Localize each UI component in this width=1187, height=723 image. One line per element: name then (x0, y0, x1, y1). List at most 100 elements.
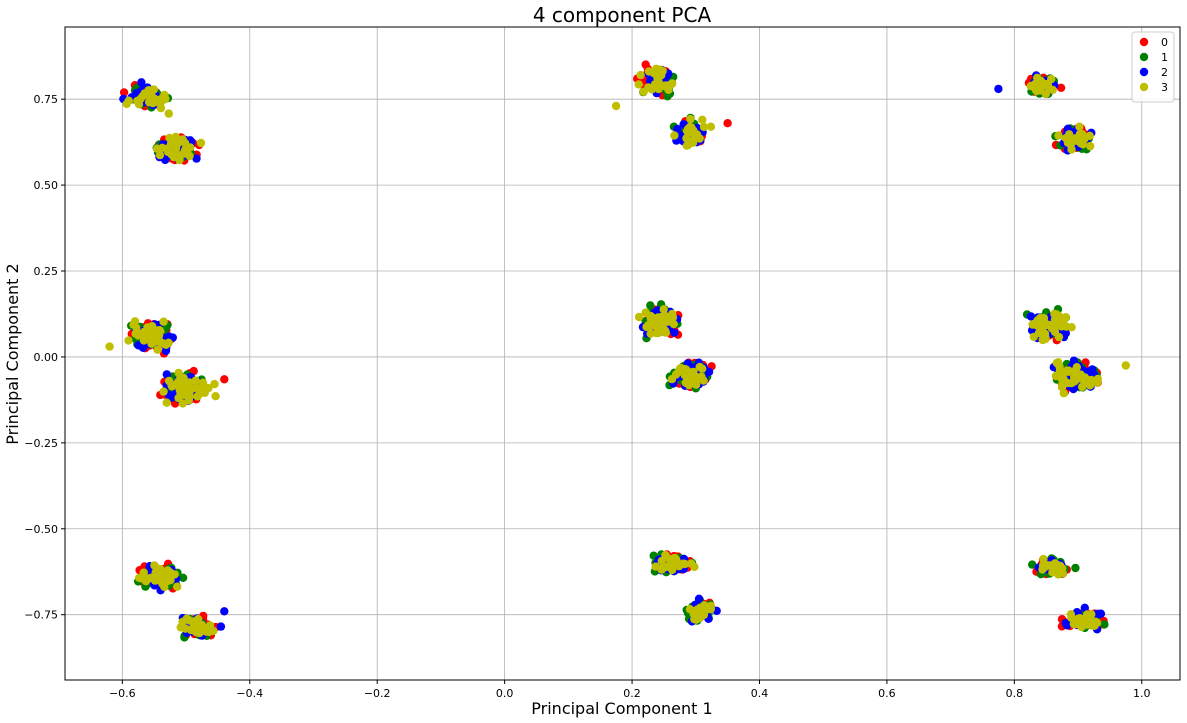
data-point (191, 627, 201, 637)
x-tick-label: 0.0 (496, 687, 514, 700)
data-point (159, 387, 168, 396)
data-point (723, 119, 732, 128)
data-point (1085, 131, 1094, 140)
data-point (994, 84, 1003, 94)
data-point (686, 114, 695, 124)
data-point (1054, 131, 1063, 140)
data-point (170, 570, 179, 579)
data-point (124, 336, 133, 345)
y-tick-label: 0.50 (34, 179, 59, 192)
data-point (184, 396, 193, 405)
data-point (1071, 134, 1080, 143)
data-point (1077, 137, 1087, 146)
data-point (1052, 358, 1062, 368)
legend-label: 0 (1161, 36, 1168, 49)
y-tick-label: −0.75 (24, 609, 58, 622)
data-point (1039, 562, 1048, 571)
data-point (163, 147, 173, 157)
data-point (160, 570, 170, 579)
legend-marker (1139, 37, 1149, 47)
y-tick-label: 0.00 (34, 351, 59, 364)
data-point (1058, 318, 1067, 327)
data-point (185, 616, 194, 625)
data-point (158, 339, 168, 348)
x-tick-label: 0.4 (751, 687, 769, 700)
y-tick-label: −0.25 (24, 437, 58, 450)
data-point (159, 317, 168, 326)
data-point (134, 100, 144, 109)
data-point (670, 131, 679, 140)
data-point (176, 388, 185, 397)
data-point (1037, 82, 1046, 91)
data-point (664, 315, 673, 324)
data-point (706, 601, 715, 611)
x-tick-label: −0.6 (109, 687, 136, 700)
data-point (1062, 621, 1072, 630)
data-point (137, 78, 146, 87)
series-0-points (119, 60, 1108, 640)
data-point (141, 577, 151, 586)
legend-marker (1139, 52, 1149, 62)
data-point (694, 594, 704, 603)
data-point (680, 559, 690, 569)
data-point (209, 626, 218, 636)
data-point (641, 60, 650, 69)
data-point (1026, 312, 1036, 321)
legend-marker (1139, 67, 1149, 77)
data-point (634, 80, 643, 89)
grid-lines (65, 27, 1180, 680)
data-point (653, 313, 663, 322)
data-point (178, 573, 188, 582)
data-point (1040, 329, 1050, 339)
y-tick-label: 0.25 (34, 265, 59, 278)
data-point (1080, 376, 1089, 386)
data-point (1040, 317, 1049, 326)
data-point (688, 370, 697, 379)
data-point (668, 565, 677, 575)
data-point (183, 145, 192, 154)
data-point (688, 129, 697, 138)
data-point (1059, 389, 1069, 398)
data-point (196, 138, 206, 148)
x-tick-label: −0.2 (364, 687, 391, 700)
data-point (636, 70, 645, 80)
data-point (153, 575, 163, 585)
data-point (1054, 332, 1064, 342)
data-point (162, 370, 171, 379)
data-point (185, 379, 194, 388)
data-point (652, 64, 661, 74)
legend-label: 3 (1161, 81, 1168, 94)
data-point (658, 66, 667, 76)
x-tick-label: 0.2 (623, 687, 641, 700)
data-point (706, 122, 716, 131)
data-point (150, 561, 159, 570)
data-point (650, 80, 660, 89)
data-point (659, 305, 668, 314)
data-point (171, 144, 181, 154)
data-point (153, 333, 162, 342)
data-point (668, 557, 677, 566)
scatter-points (105, 60, 1131, 642)
data-point (646, 314, 655, 323)
data-point (1080, 603, 1090, 612)
data-point (682, 365, 691, 374)
data-point (119, 88, 129, 97)
data-point (1051, 371, 1061, 381)
data-point (611, 101, 621, 111)
data-point (688, 136, 697, 145)
data-point (220, 607, 229, 616)
data-point (1121, 361, 1131, 370)
data-point (162, 398, 171, 407)
data-point (180, 138, 190, 148)
data-point (1086, 141, 1095, 151)
data-point (1092, 618, 1102, 628)
data-point (131, 329, 140, 338)
data-point (663, 92, 672, 101)
data-point (634, 312, 644, 322)
data-point (1058, 379, 1067, 389)
data-point (144, 97, 154, 107)
data-point (105, 342, 114, 351)
data-point (1071, 563, 1080, 573)
x-tick-label: 1.0 (1133, 687, 1151, 700)
